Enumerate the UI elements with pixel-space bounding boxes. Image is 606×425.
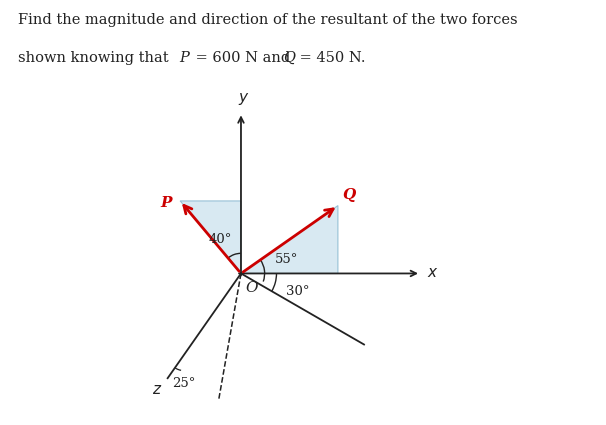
Text: $z$: $z$	[152, 383, 162, 397]
Text: P: P	[179, 51, 188, 65]
Text: $x$: $x$	[427, 266, 438, 281]
Text: Find the magnitude and direction of the resultant of the two forces: Find the magnitude and direction of the …	[18, 13, 518, 27]
Text: 25°: 25°	[172, 377, 196, 390]
Text: = 450 N.: = 450 N.	[295, 51, 365, 65]
Text: 40°: 40°	[208, 233, 231, 246]
Text: Q: Q	[283, 51, 295, 65]
Text: O: O	[245, 280, 258, 295]
Text: P: P	[160, 196, 171, 210]
Text: 55°: 55°	[275, 253, 298, 266]
Text: 30°: 30°	[286, 285, 310, 298]
Text: = 600 N and: = 600 N and	[191, 51, 295, 65]
Text: shown knowing that: shown knowing that	[18, 51, 173, 65]
Polygon shape	[180, 201, 241, 273]
Polygon shape	[241, 206, 338, 273]
Text: $y$: $y$	[238, 91, 249, 107]
Text: Q: Q	[342, 188, 356, 202]
